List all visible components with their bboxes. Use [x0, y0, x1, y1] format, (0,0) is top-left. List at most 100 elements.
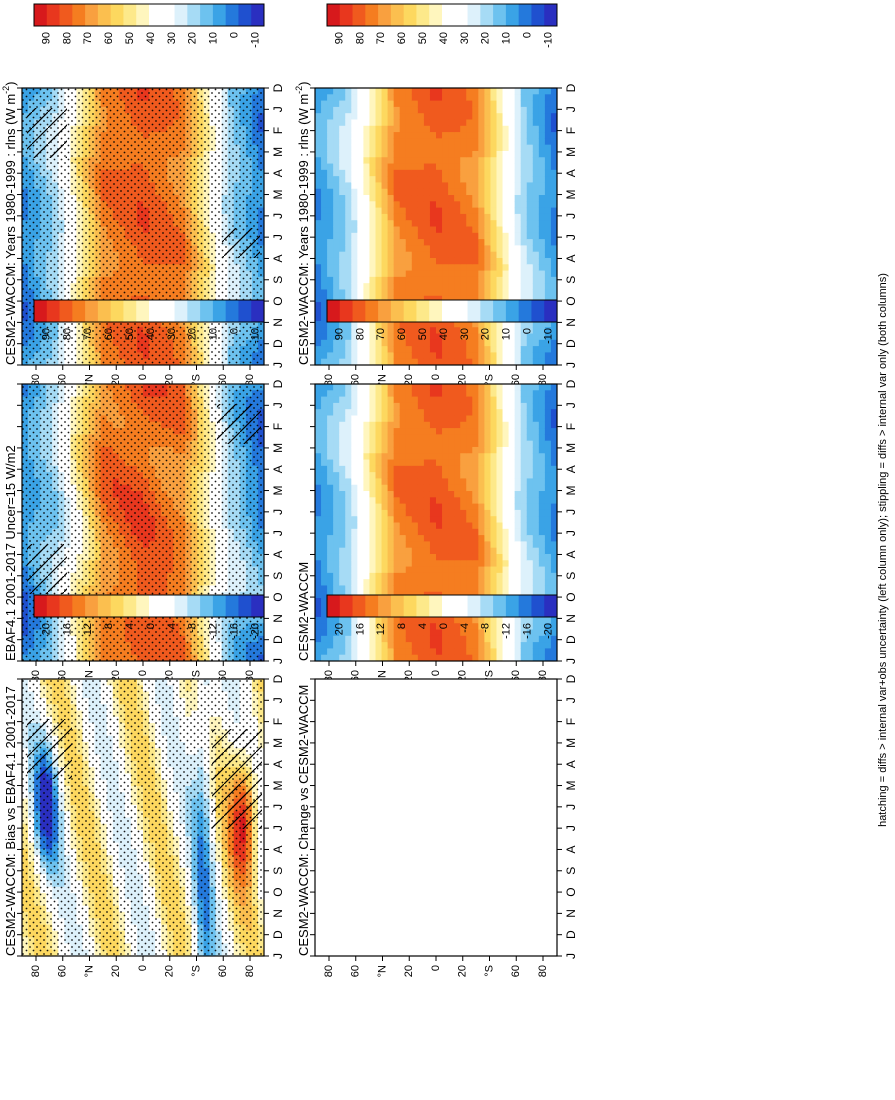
- heatmap-cell: [442, 289, 449, 297]
- heatmap-cell: [339, 188, 346, 196]
- heatmap-cell: [333, 220, 340, 227]
- colorbar-label: 50: [124, 328, 136, 340]
- heatmap-cell: [460, 163, 467, 171]
- heatmap-cell: [532, 169, 540, 177]
- heatmap-cell: [321, 358, 328, 366]
- heatmap-cell: [411, 132, 419, 139]
- heatmap-cell: [478, 94, 485, 102]
- heatmap-cell: [351, 339, 358, 347]
- heatmap-cell: [357, 188, 364, 196]
- heatmap-cell: [399, 157, 407, 165]
- heatmap-cell: [466, 283, 473, 290]
- heatmap-cell: [538, 100, 546, 108]
- heatmap-cell: [387, 251, 395, 259]
- heatmap-cell: [327, 226, 334, 234]
- heatmap-cell: [315, 352, 322, 360]
- heatmap-cell: [333, 138, 340, 146]
- heatmap-cell: [399, 150, 407, 158]
- heatmap-cell: [363, 144, 370, 152]
- heatmap-cell: [375, 245, 383, 253]
- heatmap-cell: [351, 257, 358, 265]
- heatmap-cell: [526, 226, 534, 234]
- heatmap-cell: [399, 195, 407, 202]
- heatmap-cell: [411, 333, 419, 341]
- heatmap-cell: [345, 239, 352, 246]
- heatmap-cell: [490, 220, 497, 227]
- heatmap-cell: [363, 213, 370, 221]
- heatmap-cell: [411, 358, 419, 366]
- heatmap-cell: [454, 320, 461, 328]
- heatmap-cell: [526, 119, 534, 127]
- heatmap-cell: [544, 283, 552, 290]
- heatmap-cell: [363, 346, 370, 353]
- heatmap-cell: [381, 195, 389, 202]
- heatmap-cell: [466, 320, 473, 328]
- heatmap-cell: [393, 352, 401, 360]
- heatmap-cell: [466, 289, 473, 297]
- heatmap-cell: [502, 257, 510, 265]
- heatmap-cell: [417, 157, 425, 165]
- heatmap-cell: [411, 320, 419, 328]
- heatmap-cell: [532, 327, 540, 335]
- heatmap-cell: [387, 94, 395, 102]
- heatmap-cell: [417, 346, 425, 353]
- heatmap-cell: [339, 226, 346, 234]
- heatmap-cell: [436, 251, 443, 259]
- heatmap-cell: [466, 144, 473, 152]
- heatmap-cell: [363, 358, 370, 366]
- heatmap-cell: [357, 251, 364, 259]
- heatmap-cell: [490, 251, 497, 259]
- colorbar-swatch: [251, 4, 265, 26]
- x-tick-label: D: [564, 83, 578, 92]
- heatmap-cell: [411, 188, 419, 196]
- heatmap-cell: [315, 207, 322, 215]
- heatmap-cell: [333, 132, 340, 139]
- heatmap-cell: [315, 119, 322, 127]
- heatmap-cell: [544, 195, 552, 202]
- heatmap-cell: [454, 257, 461, 265]
- heatmap-cell: [417, 207, 425, 215]
- heatmap-cell: [532, 213, 540, 221]
- heatmap-cell: [393, 150, 401, 158]
- heatmap-cell: [405, 119, 413, 127]
- heatmap-cell: [381, 327, 389, 335]
- heatmap-cell: [339, 88, 346, 95]
- colorbar-label: 90: [333, 32, 345, 44]
- heatmap-cell: [448, 100, 455, 108]
- hatching: [27, 108, 67, 158]
- heatmap-cell: [417, 283, 425, 290]
- heatmap-cell: [538, 195, 546, 202]
- heatmap-cell: [369, 195, 376, 202]
- heatmap-cell: [544, 270, 552, 278]
- heatmap-cell: [315, 339, 322, 347]
- heatmap-cell: [466, 195, 473, 202]
- heatmap-cell: [399, 333, 407, 341]
- heatmap-cell: [423, 94, 431, 102]
- heatmap-cell: [327, 119, 334, 127]
- heatmap-cell: [315, 220, 322, 227]
- heatmap-cell: [454, 289, 461, 297]
- heatmap-cell: [514, 232, 522, 240]
- heatmap-cell: [544, 106, 552, 114]
- heatmap-cell: [436, 176, 443, 183]
- heatmap-cell: [472, 113, 479, 120]
- heatmap-cell: [375, 295, 383, 303]
- heatmap-cell: [375, 150, 383, 158]
- heatmap-cell: [381, 125, 389, 133]
- heatmap-cell: [387, 320, 395, 328]
- heatmap-cell: [429, 270, 437, 278]
- heatmap-cell: [381, 346, 389, 353]
- heatmap-cell: [514, 195, 522, 202]
- heatmap-cell: [351, 144, 358, 152]
- heatmap-cell: [417, 239, 425, 246]
- heatmap-cell: [466, 270, 473, 278]
- heatmap-cell: [490, 245, 497, 253]
- heatmap-cell: [381, 264, 389, 272]
- heatmap-cell: [393, 132, 401, 139]
- heatmap-cell: [442, 144, 449, 152]
- heatmap-cell: [423, 283, 431, 290]
- heatmap-cell: [526, 113, 534, 120]
- heatmap-cell: [520, 245, 528, 253]
- heatmap-cell: [321, 283, 328, 290]
- heatmap-cell: [387, 132, 395, 139]
